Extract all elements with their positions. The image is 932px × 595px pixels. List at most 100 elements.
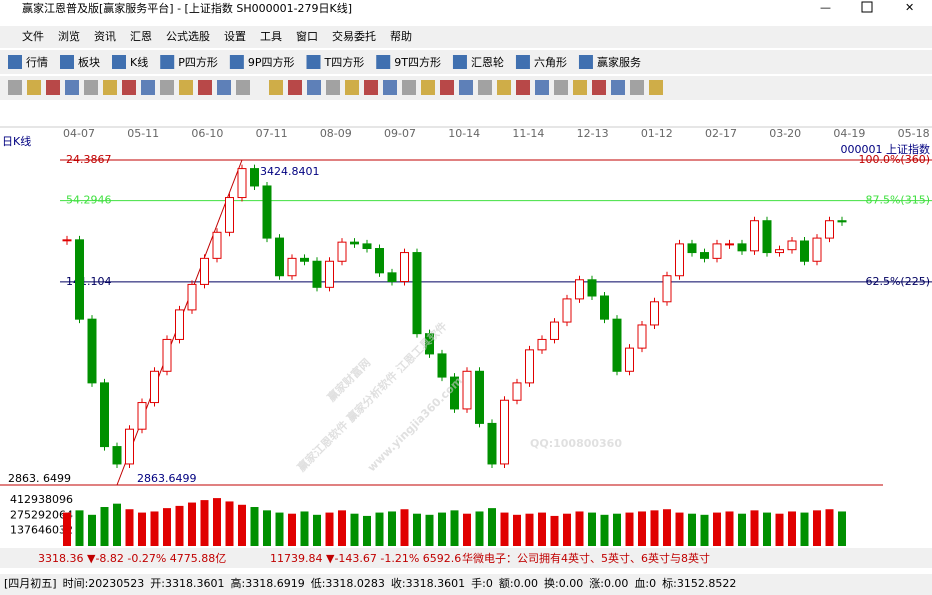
tool-icon[interactable] <box>535 80 549 95</box>
tool-icon[interactable] <box>573 80 587 95</box>
tool-icon[interactable] <box>8 80 22 95</box>
toolbar-icon[interactable] <box>8 55 22 69</box>
tool-icon[interactable] <box>46 80 60 95</box>
tool-icon[interactable] <box>84 80 98 95</box>
candle <box>837 220 847 223</box>
toolbar-button[interactable]: 六角形 <box>534 56 567 69</box>
tool-icon[interactable] <box>27 80 41 95</box>
volume-bar <box>688 513 696 546</box>
volume-bar <box>188 502 196 546</box>
volume-bar <box>675 512 684 546</box>
toolbar-icon[interactable] <box>452 55 467 69</box>
low-axis-label: 2863. 6499 <box>8 472 71 485</box>
toolbar-button[interactable]: K线 <box>130 55 148 69</box>
tool-icon[interactable] <box>160 80 174 95</box>
candle <box>475 370 484 424</box>
toolbar-button[interactable]: P四方形 <box>178 55 218 69</box>
tool-icon[interactable] <box>421 80 435 95</box>
tool-icon[interactable] <box>65 80 79 95</box>
volume-bar <box>725 511 734 546</box>
toolbar-button[interactable]: 板块 <box>78 55 100 69</box>
volume-bar <box>663 509 671 546</box>
tool-icon[interactable] <box>459 80 473 95</box>
tool-icon[interactable] <box>611 80 625 95</box>
candle <box>212 231 222 259</box>
menu-item[interactable]: 工具 <box>260 30 282 43</box>
toolbar-icon[interactable] <box>60 55 74 69</box>
tool-icon[interactable] <box>198 80 212 95</box>
tool-icon[interactable] <box>307 80 321 95</box>
toolbar-button[interactable]: 9P四方形 <box>248 55 295 69</box>
date-label: 01-12 <box>641 127 673 140</box>
volume-bar <box>788 511 796 546</box>
tool-icon[interactable] <box>103 80 117 95</box>
tool-icon[interactable] <box>345 80 359 95</box>
maximize[interactable] <box>861 1 873 13</box>
level-left-label: 141.104 <box>66 275 112 288</box>
candle <box>400 252 409 283</box>
toolbar-icon[interactable] <box>160 55 175 69</box>
ticker-bar <box>0 548 932 568</box>
close[interactable]: ✕ <box>905 1 914 14</box>
toolbar-icon[interactable] <box>515 55 530 69</box>
menu-item[interactable]: 公式选股 <box>166 30 210 43</box>
minimize[interactable]: — <box>820 1 831 14</box>
tool-icon[interactable] <box>122 80 136 95</box>
menu-item[interactable]: 设置 <box>224 30 246 43</box>
toolbar-button[interactable]: 行情 <box>26 56 48 69</box>
watermark: QQ:100800360 <box>530 437 622 450</box>
tool-icon[interactable] <box>402 80 416 95</box>
tool-icon[interactable] <box>217 80 231 95</box>
toolbar-icon[interactable] <box>376 55 391 69</box>
candle <box>200 257 209 285</box>
tool-icon[interactable] <box>478 80 492 95</box>
menu-item[interactable]: 汇恩 <box>130 30 152 43</box>
candle <box>587 279 597 297</box>
tool-icon[interactable] <box>516 80 530 95</box>
tool-icon[interactable] <box>649 80 663 95</box>
status-field: 换:0.00 <box>544 576 583 590</box>
toolbar-button[interactable]: 赢家服务 <box>597 55 641 69</box>
menu-item[interactable]: 资讯 <box>94 30 116 43</box>
tool-icon[interactable] <box>326 80 340 95</box>
menu-item[interactable]: 文件 <box>22 29 44 43</box>
toolbar-button[interactable]: 汇恩轮 <box>471 55 504 69</box>
candle <box>550 321 559 340</box>
volume-bar <box>713 512 721 546</box>
tool-icon[interactable] <box>179 80 193 95</box>
date-label: 08-09 <box>320 127 352 140</box>
tool-icon[interactable] <box>630 80 644 95</box>
candle <box>300 257 309 262</box>
tool-icon[interactable] <box>288 80 302 95</box>
toolbar-icon[interactable] <box>306 55 321 69</box>
tool-icon[interactable] <box>364 80 378 95</box>
candle <box>825 220 834 239</box>
candle <box>137 402 147 430</box>
tool-icon[interactable] <box>440 80 454 95</box>
toolbar-button[interactable]: 9T四方形 <box>394 55 441 69</box>
tool-icon[interactable] <box>497 80 511 95</box>
tool-icon[interactable] <box>236 80 250 95</box>
volume-bar <box>488 508 496 546</box>
menu-item[interactable]: 帮助 <box>390 29 412 43</box>
tool-icon[interactable] <box>269 80 283 95</box>
tool-icon[interactable] <box>592 80 606 95</box>
period-label: 日K线 <box>2 134 31 148</box>
toolbar-icon[interactable] <box>578 55 593 69</box>
candle <box>150 370 159 404</box>
menu-item[interactable]: 窗口 <box>296 29 318 43</box>
volume-bar <box>338 510 346 546</box>
volume-bar <box>375 512 384 546</box>
candle <box>350 241 359 245</box>
toolbar-button[interactable]: T四方形 <box>324 55 365 69</box>
tool-icon[interactable] <box>554 80 568 95</box>
tool-icon[interactable] <box>383 80 397 95</box>
candle <box>775 249 784 254</box>
toolbar-icon[interactable] <box>229 55 244 69</box>
tool-icon[interactable] <box>141 80 155 95</box>
menu-item[interactable]: 交易委托 <box>332 29 376 43</box>
toolbar-icon[interactable] <box>112 55 126 69</box>
menu-item[interactable]: 浏览 <box>58 29 80 43</box>
